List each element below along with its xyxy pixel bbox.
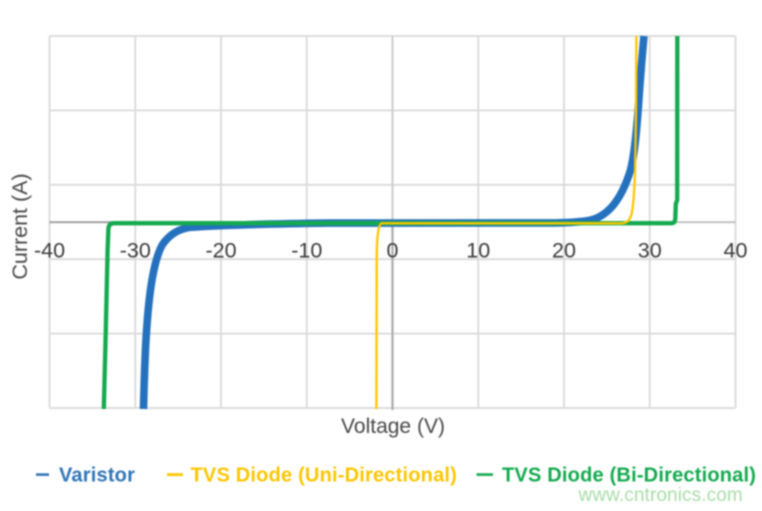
svg-text:TVS Diode (Bi-Directional): TVS Diode (Bi-Directional) [502, 465, 756, 487]
svg-text:TVS Diode (Uni-Directional): TVS Diode (Uni-Directional) [191, 465, 458, 487]
svg-text:-20: -20 [205, 239, 236, 263]
svg-text:-10: -10 [291, 239, 322, 263]
svg-text:0: 0 [387, 239, 399, 263]
svg-text:-30: -30 [120, 239, 151, 263]
svg-text:Current (A): Current (A) [8, 173, 32, 279]
svg-text:20: 20 [552, 239, 576, 263]
svg-text:Varistor: Varistor [59, 465, 135, 487]
svg-text:10: 10 [466, 239, 490, 263]
svg-text:Voltage (V): Voltage (V) [341, 415, 445, 438]
svg-text:40: 40 [724, 239, 748, 263]
svg-text:30: 30 [638, 239, 662, 263]
svg-text:www.cntronics.com: www.cntronics.com [578, 485, 743, 506]
svg-text:-40: -40 [34, 239, 65, 263]
